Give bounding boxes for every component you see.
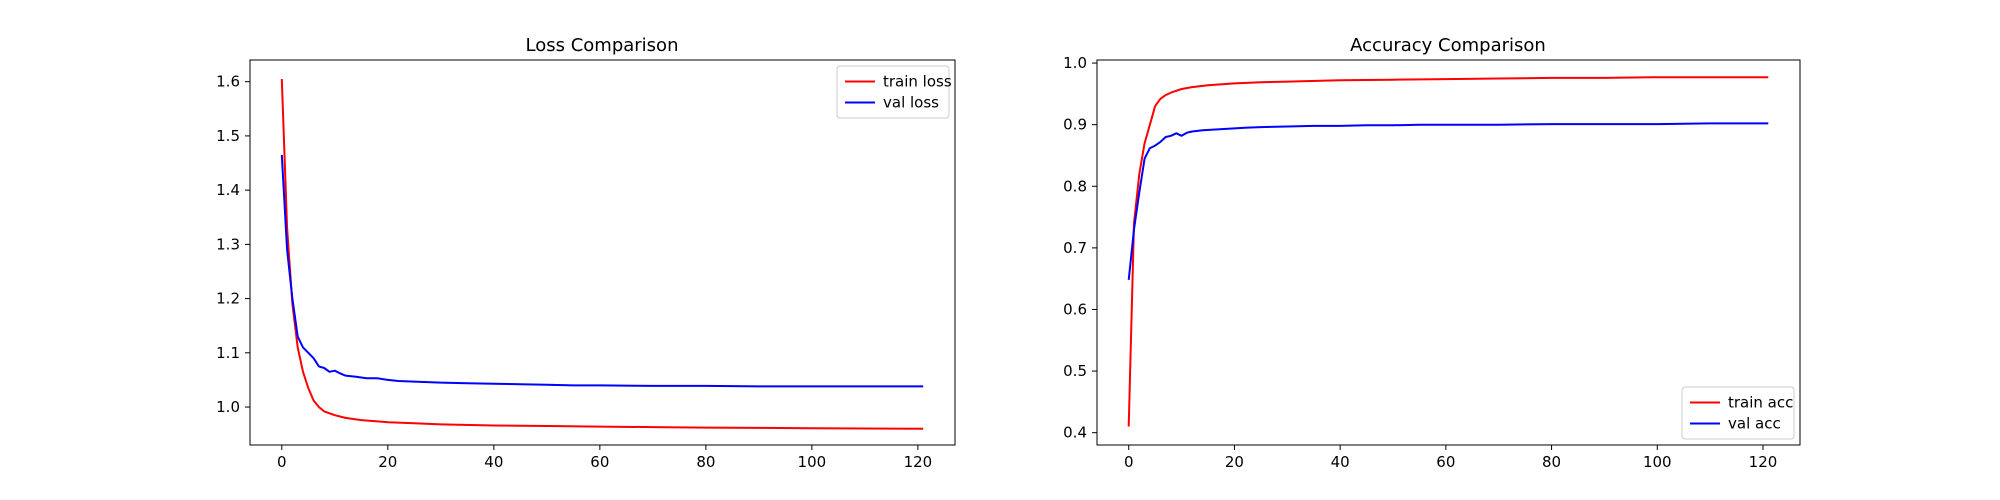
- loss-legend-label: train loss: [883, 73, 952, 91]
- loss-legend-label: val loss: [883, 94, 939, 112]
- accuracy-series-val-acc-line: [1127, 122, 1769, 281]
- accuracy-y-tick-label: 1.0: [1063, 54, 1087, 72]
- loss-y-tick-label: 1.2: [216, 290, 240, 308]
- accuracy-legend-box: [1681, 386, 1795, 440]
- accuracy-x-tick-label: 40: [1331, 453, 1350, 471]
- loss-y-tick-label: 1.1: [216, 344, 240, 362]
- accuracy-y-tick-label: 0.9: [1063, 116, 1087, 134]
- loss-y-tick-label: 1.0: [216, 398, 240, 416]
- loss-y-tick-label: 1.3: [216, 235, 240, 253]
- accuracy-y-tick-label: 0.5: [1063, 362, 1087, 380]
- loss-x-tick-label: 20: [378, 453, 397, 471]
- accuracy-x-tick-label: 120: [1749, 453, 1778, 471]
- accuracy-legend-label: train acc: [1728, 394, 1793, 412]
- loss-y-tick-label: 1.4: [216, 181, 240, 199]
- accuracy-y-tick-label: 0.7: [1063, 239, 1087, 257]
- loss-x-tick-label: 0: [277, 453, 287, 471]
- accuracy-axes-frame: [1096, 59, 1801, 446]
- accuracy-x-tick-label: 60: [1436, 453, 1455, 471]
- loss-series-val-loss-line: [280, 154, 924, 388]
- accuracy-y-tick-label: 0.6: [1063, 300, 1087, 318]
- loss-x-tick-label: 100: [798, 453, 827, 471]
- loss-legend-box: [836, 65, 950, 119]
- loss-y-tick-label: 1.6: [216, 73, 240, 91]
- loss-chart: Loss Comparison 0 20 40 60 80 100 120 1.0 1.1 1.2…: [216, 35, 956, 471]
- accuracy-series-train-acc-line: [1127, 76, 1769, 427]
- accuracy-chart-title: Accuracy Comparison: [1350, 35, 1546, 56]
- loss-x-tick-label: 80: [696, 453, 715, 471]
- loss-x-tick-label: 120: [904, 453, 933, 471]
- loss-x-tick-label: 40: [484, 453, 503, 471]
- accuracy-x-tick-label: 20: [1225, 453, 1244, 471]
- accuracy-legend: train acc val acc: [1681, 386, 1795, 440]
- loss-chart-title: Loss Comparison: [526, 35, 679, 56]
- loss-legend: train loss val loss: [836, 65, 952, 119]
- accuracy-y-tick-label: 0.8: [1063, 177, 1087, 195]
- accuracy-x-tick-label: 80: [1542, 453, 1561, 471]
- accuracy-y-tick-label: 0.4: [1063, 424, 1087, 442]
- loss-y-tick-label: 1.5: [216, 127, 240, 145]
- accuracy-x-tick-label: 100: [1643, 453, 1672, 471]
- loss-x-tick-label: 60: [590, 453, 609, 471]
- loss-axes-frame: [249, 59, 956, 446]
- accuracy-x-tick-label: 0: [1124, 453, 1134, 471]
- accuracy-legend-label: val acc: [1728, 415, 1781, 433]
- loss-series-train-loss-line: [280, 78, 924, 430]
- accuracy-chart: Accuracy Comparison 0 20 40 60 80 100 120 0.4 0.…: [1063, 35, 1801, 471]
